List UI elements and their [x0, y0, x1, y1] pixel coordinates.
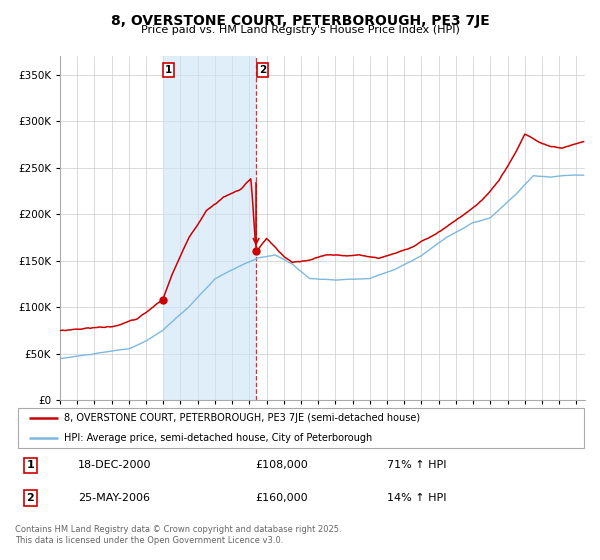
Text: 8, OVERSTONE COURT, PETERBOROUGH, PE3 7JE (semi-detached house): 8, OVERSTONE COURT, PETERBOROUGH, PE3 7J…	[64, 413, 420, 423]
Text: 71% ↑ HPI: 71% ↑ HPI	[388, 460, 447, 470]
Text: 2: 2	[259, 65, 266, 75]
Text: £108,000: £108,000	[256, 460, 308, 470]
Text: 1: 1	[26, 460, 34, 470]
Text: 18-DEC-2000: 18-DEC-2000	[78, 460, 152, 470]
Text: 25-MAY-2006: 25-MAY-2006	[78, 493, 150, 503]
Text: HPI: Average price, semi-detached house, City of Peterborough: HPI: Average price, semi-detached house,…	[64, 433, 372, 443]
Text: 2: 2	[26, 493, 34, 503]
Text: 1: 1	[165, 65, 172, 75]
FancyBboxPatch shape	[18, 408, 584, 448]
Text: Contains HM Land Registry data © Crown copyright and database right 2025.
This d: Contains HM Land Registry data © Crown c…	[15, 525, 341, 545]
Text: £160,000: £160,000	[256, 493, 308, 503]
Bar	[163, 56, 256, 400]
Text: 14% ↑ HPI: 14% ↑ HPI	[388, 493, 447, 503]
Text: Price paid vs. HM Land Registry's House Price Index (HPI): Price paid vs. HM Land Registry's House …	[140, 25, 460, 35]
Text: 8, OVERSTONE COURT, PETERBOROUGH, PE3 7JE: 8, OVERSTONE COURT, PETERBOROUGH, PE3 7J…	[110, 14, 490, 28]
